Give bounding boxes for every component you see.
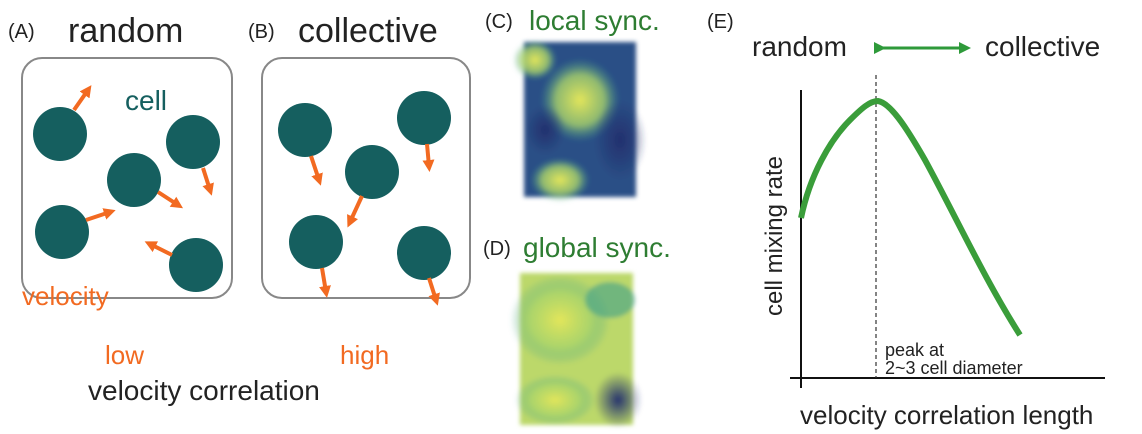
- panel-label: (A): [8, 21, 35, 43]
- velocity-label: velocity: [22, 281, 109, 311]
- panel-label: (C): [485, 11, 513, 33]
- cells: [278, 91, 451, 300]
- panel-title: random: [68, 12, 183, 50]
- annotation: peak at: [885, 340, 944, 360]
- low-label: low: [105, 340, 144, 370]
- heatmap: [513, 40, 646, 202]
- x-label: velocity correlation length: [800, 400, 1093, 430]
- panel-title: local sync.: [529, 5, 660, 36]
- y-label: cell mixing rate: [761, 156, 788, 316]
- panel-label: (B): [248, 21, 275, 43]
- left-label: random: [752, 31, 847, 62]
- cells: [33, 90, 223, 292]
- panel-title: collective: [298, 12, 438, 50]
- panel-title: global sync.: [523, 232, 671, 263]
- cell-label: cell: [125, 85, 167, 116]
- panel-label: (E): [707, 11, 734, 33]
- high-label: high: [340, 340, 389, 370]
- heatmap: [510, 273, 642, 428]
- axis-label: velocity correlation: [88, 375, 320, 406]
- panel-label: (D): [483, 238, 511, 260]
- curve: [801, 101, 1020, 335]
- figure: (A) random cell velocity (B) collective …: [0, 0, 1142, 434]
- right-label: collective: [985, 31, 1100, 62]
- annotation: 2~3 cell diameter: [885, 358, 1023, 378]
